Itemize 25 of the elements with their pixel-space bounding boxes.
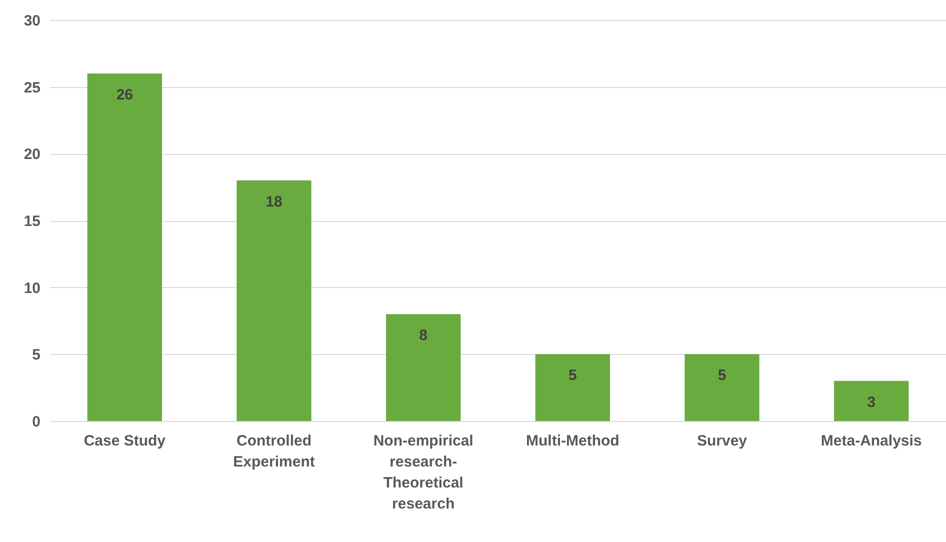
y-tick-label: 20 <box>24 146 40 164</box>
bar <box>684 354 760 421</box>
bar <box>236 180 312 421</box>
data-label: 5 <box>718 367 726 384</box>
y-tick-label: 10 <box>24 280 40 297</box>
y-tick-label: 5 <box>32 346 40 364</box>
y-tick-label: 15 <box>24 213 40 230</box>
bar <box>87 73 162 421</box>
bar <box>535 354 610 421</box>
x-tick-label: Multi-Method <box>526 432 620 450</box>
y-tick-label: 30 <box>24 12 40 30</box>
x-tick-label: Non-empirical research-Theoretical research <box>373 432 474 512</box>
x-tick-label: Survey <box>696 432 748 450</box>
bar <box>386 314 461 421</box>
x-tick-label: Meta-Analysis <box>820 432 922 450</box>
data-label: 3 <box>867 394 876 411</box>
data-label: 8 <box>419 327 428 344</box>
data-label: 5 <box>568 367 577 384</box>
data-label: 26 <box>116 86 134 104</box>
y-tick-label: 0 <box>32 414 40 430</box>
y-tick-label: 25 <box>24 79 40 96</box>
x-tick-label: Controlled Experiment <box>233 432 315 470</box>
bar <box>834 380 909 421</box>
data-label: 18 <box>266 193 282 210</box>
x-tick-label: Case Study <box>84 432 166 450</box>
